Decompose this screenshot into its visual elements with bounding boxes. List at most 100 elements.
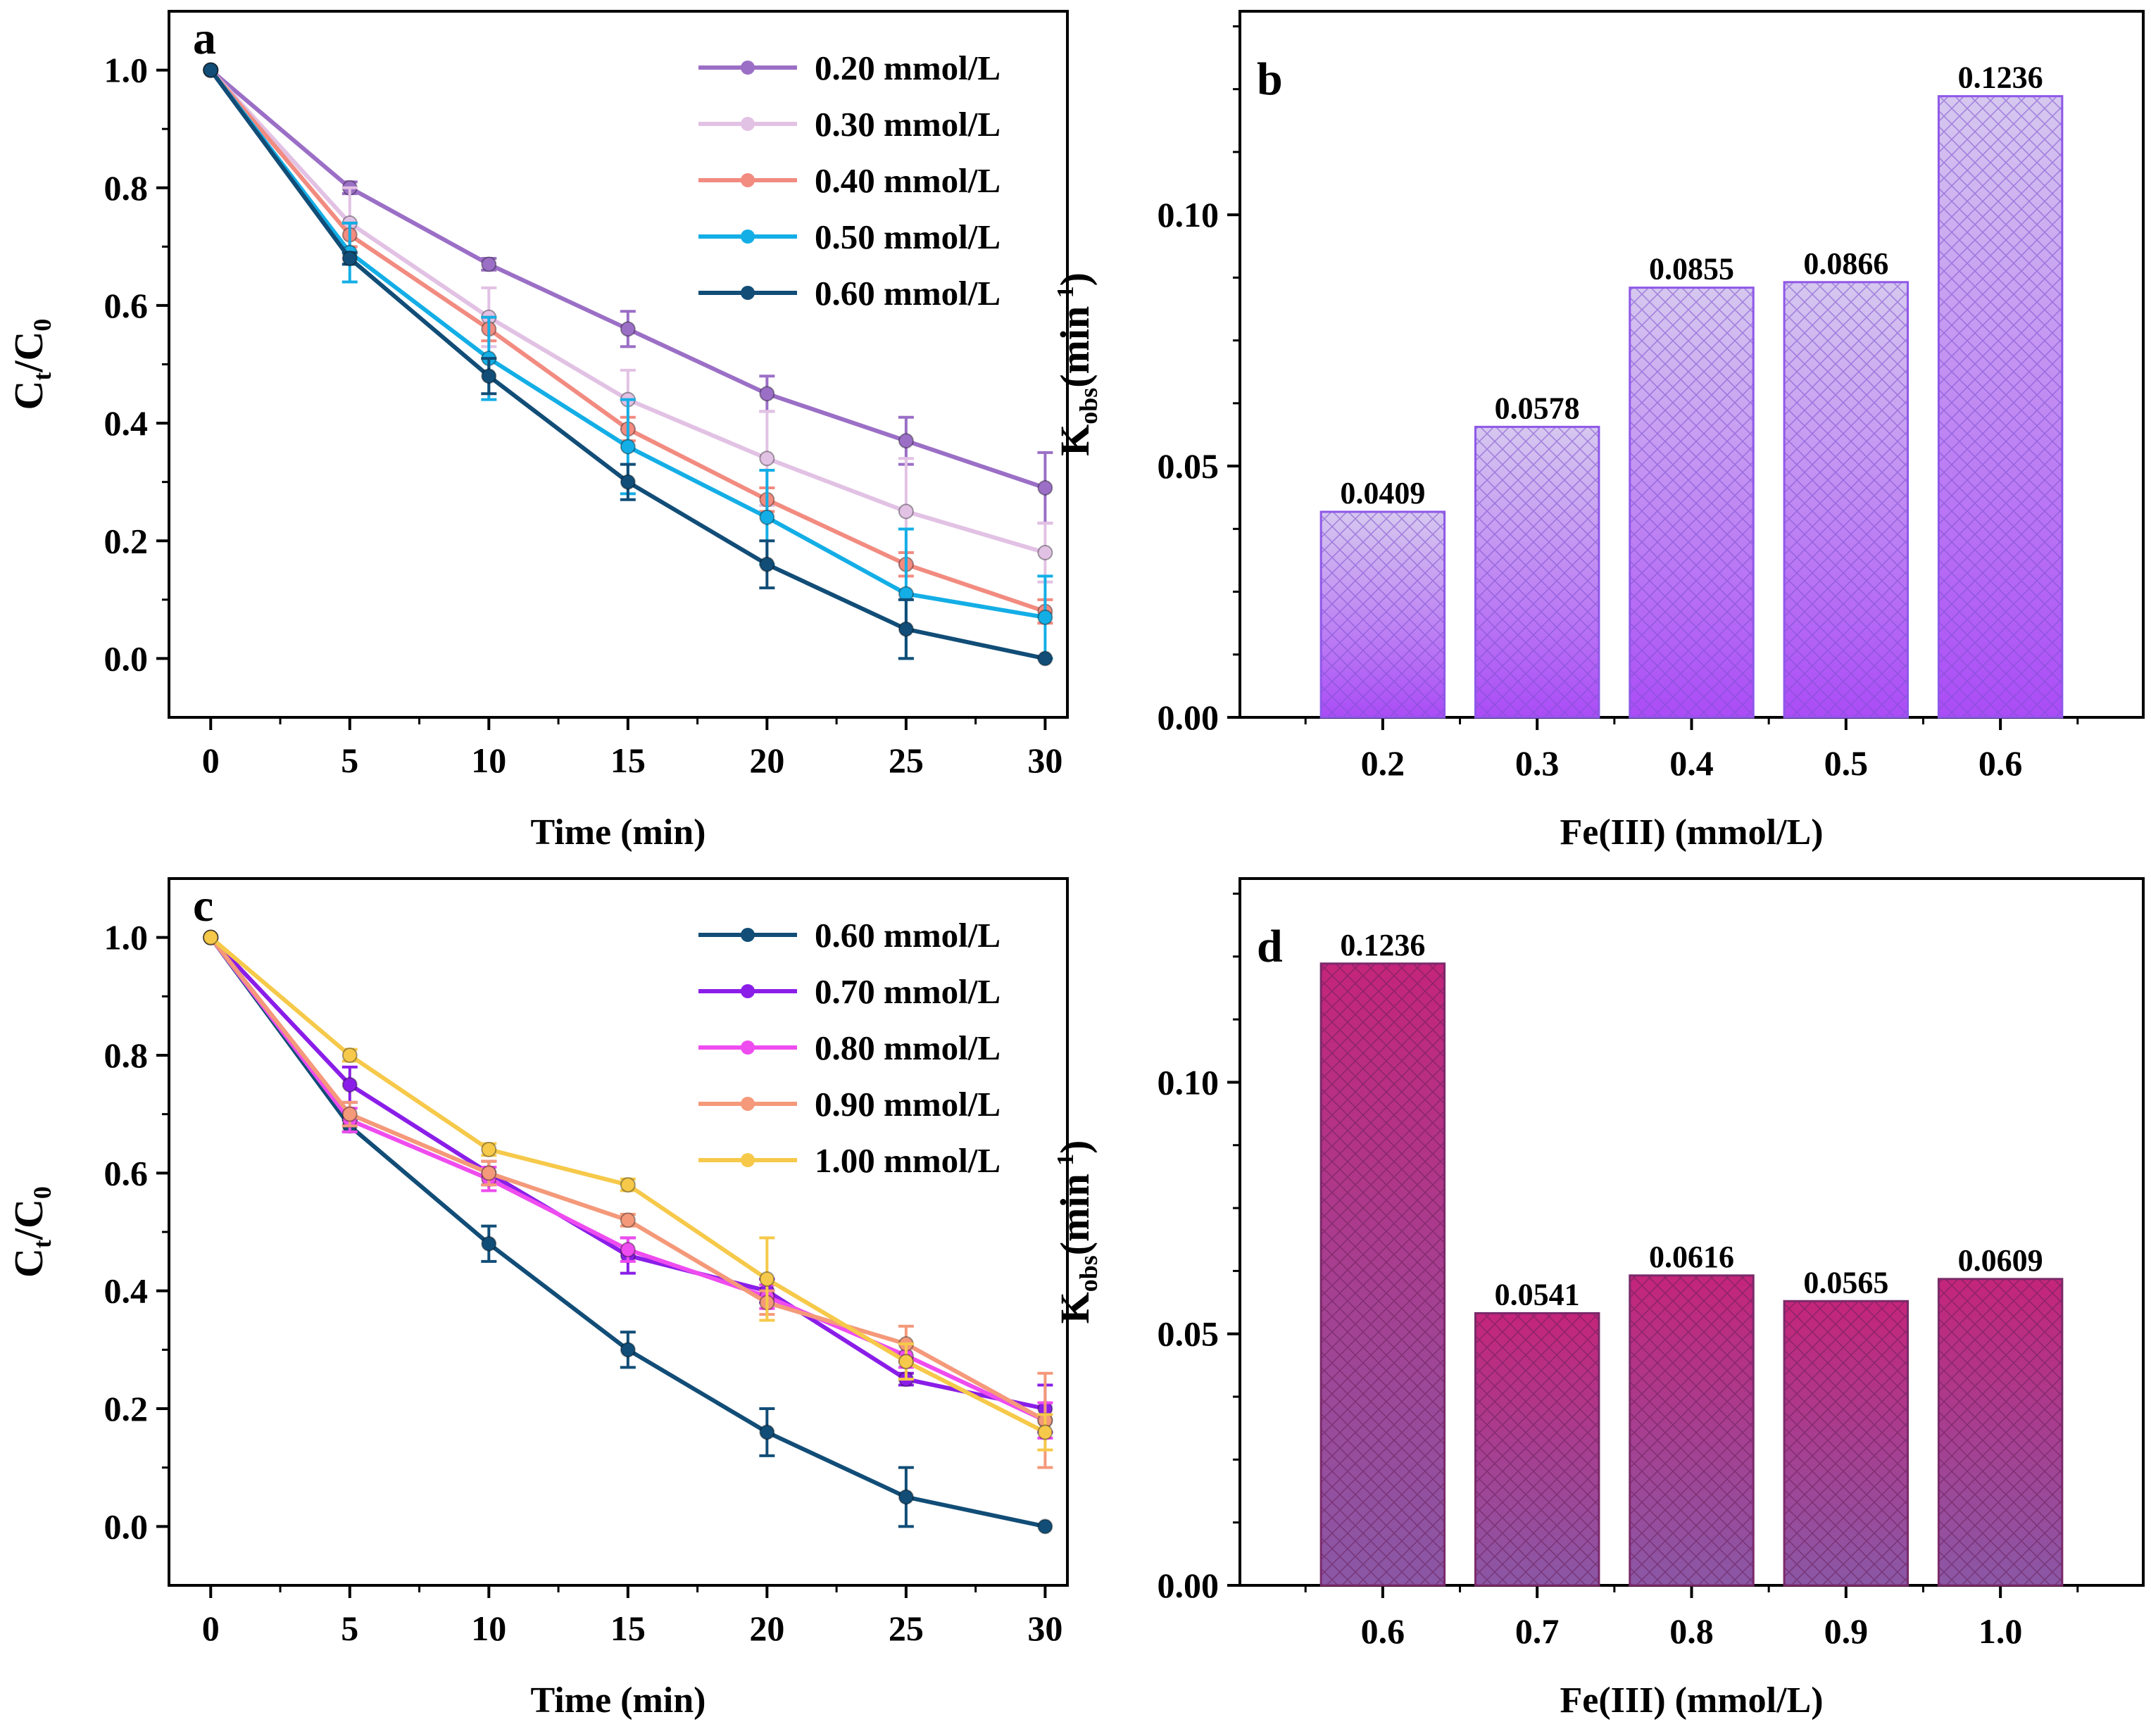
legend-entry: 0.80 mmol/L	[698, 1029, 1001, 1067]
x-tick-label: 0.9	[1824, 1611, 1869, 1651]
data-point	[1037, 1424, 1053, 1440]
x-tick-label: 1.0	[1978, 1611, 2023, 1651]
bar-hatch	[1783, 1300, 1909, 1587]
y-tick-label: 0.8	[104, 168, 149, 208]
legend-label: 0.70 mmol/L	[815, 972, 1001, 1011]
bar-0.9: 0.0565	[1783, 1265, 1909, 1587]
x-tick-label: 0	[202, 741, 220, 780]
data-point	[1037, 544, 1053, 560]
data-point	[620, 474, 636, 490]
y-tick-label: 0.05	[1158, 446, 1219, 486]
legend-entry: 0.20 mmol/L	[698, 49, 1001, 87]
data-point	[341, 1048, 358, 1063]
bar-hatch	[1937, 95, 2064, 719]
x-tick-label: 0.6	[1361, 1611, 1405, 1651]
legend-label: 0.90 mmol/L	[815, 1085, 1001, 1124]
series-1-00-mmol-L	[203, 929, 1053, 1452]
x-tick-label: 5	[341, 741, 358, 780]
bar-value-label: 0.0541	[1495, 1277, 1580, 1312]
legend-entry: 0.90 mmol/L	[698, 1085, 1001, 1124]
x-tick-label: 20	[749, 1609, 784, 1648]
y-tick-label: 1.0	[104, 51, 149, 90]
y-tick-label: 0.10	[1158, 1062, 1219, 1102]
x-axis-label-d: Fe(III) (mmol/L)	[1560, 1680, 1823, 1721]
data-point	[481, 1141, 497, 1157]
panel-label-c: c	[193, 880, 213, 931]
y-tick-label: 0.0	[104, 639, 149, 678]
data-point	[341, 1076, 358, 1093]
bar-0.8: 0.0616	[1629, 1240, 1755, 1587]
x-tick-label: 0.6	[1978, 743, 2023, 783]
x-tick-label: 10	[471, 741, 506, 780]
legend-entry: 0.70 mmol/L	[698, 972, 1001, 1011]
series-0-90-mmol-L	[203, 929, 1053, 1469]
bar-hatch	[1937, 1278, 2064, 1587]
data-point	[481, 368, 497, 384]
panel-d: 0.00 0.05 0.10 0.6 0.7 0.8 0.9 1.0 0.1236 0.0541 0…	[1052, 877, 2145, 1721]
bar-0.2: 0.0409	[1319, 476, 1446, 719]
legend-label: 0.60 mmol/L	[815, 916, 1001, 955]
legend-entry: 0.30 mmol/L	[698, 105, 1001, 144]
data-point	[898, 1489, 914, 1505]
series-0-60-mmol-L	[203, 62, 1053, 667]
legend-entry: 1.00 mmol/L	[698, 1141, 1001, 1180]
legend-swatch-marker	[741, 928, 755, 942]
x-axis-label-b: Fe(III) (mmol/L)	[1560, 812, 1823, 853]
bar-value-label: 0.0866	[1803, 246, 1888, 281]
data-point	[203, 929, 219, 945]
data-point	[1037, 650, 1053, 667]
bar-0.4: 0.0855	[1629, 252, 1755, 719]
data-point	[898, 1354, 914, 1370]
panel-label-b: b	[1257, 54, 1283, 105]
y-tick-label: 0.10	[1158, 195, 1219, 234]
data-point	[1037, 609, 1053, 625]
legend-swatch-marker	[741, 286, 755, 300]
data-point	[481, 1235, 497, 1252]
data-point	[620, 1212, 636, 1228]
x-tick-label: 20	[749, 741, 784, 780]
legend-label: 0.50 mmol/L	[815, 218, 1001, 256]
x-tick-label: 5	[341, 1609, 358, 1648]
legend-label: 1.00 mmol/L	[815, 1141, 1001, 1180]
data-point	[759, 1424, 775, 1440]
bar-1.0: 0.0609	[1937, 1243, 2064, 1587]
data-point	[1037, 1518, 1053, 1535]
x-tick-label: 25	[889, 1609, 924, 1648]
series-line	[208, 936, 1046, 1529]
data-point	[341, 251, 358, 267]
panel-b: 0.00 0.05 0.10 0.2 0.3 0.4 0.5 0.6 0.0409 0.0578 0…	[1052, 10, 2145, 853]
panel-label-a: a	[193, 13, 216, 64]
y-tick-label: 1.0	[104, 918, 149, 957]
bar-0.3: 0.0578	[1474, 391, 1600, 719]
y-axis-label-b: Kobs(min-1)	[1052, 272, 1103, 456]
y-tick-label: 0.00	[1158, 698, 1219, 737]
bar-value-label: 0.0609	[1958, 1243, 2043, 1278]
bar-value-label: 0.1236	[1340, 928, 1425, 962]
x-tick-label: 0.7	[1515, 1611, 1560, 1651]
y-tick-label: 0.8	[104, 1036, 149, 1075]
bar-value-label: 0.0616	[1649, 1240, 1734, 1274]
data-point	[759, 451, 775, 467]
data-point	[620, 439, 636, 455]
legend-swatch-marker	[741, 1097, 755, 1111]
data-point	[898, 621, 914, 637]
bar-0.6: 0.1236	[1319, 928, 1446, 1587]
data-point	[620, 1342, 636, 1358]
y-tick-label: 0.2	[104, 521, 149, 560]
x-tick-label: 0.4	[1669, 743, 1714, 783]
data-point	[898, 433, 914, 449]
data-point	[759, 556, 775, 572]
bar-value-label: 0.0855	[1649, 252, 1734, 287]
data-point	[759, 509, 775, 525]
legend-entry: 0.60 mmol/L	[698, 274, 1001, 313]
legend-label: 0.40 mmol/L	[815, 161, 1001, 200]
bar-0.7: 0.0541	[1474, 1277, 1600, 1587]
data-point	[898, 503, 914, 520]
bar-hatch	[1319, 510, 1446, 719]
x-tick-label: 0.2	[1361, 743, 1405, 783]
data-point	[759, 1271, 775, 1287]
legend-label: 0.60 mmol/L	[815, 274, 1001, 313]
x-tick-label: 15	[610, 1609, 646, 1648]
x-tick-label: 0.5	[1824, 743, 1869, 783]
